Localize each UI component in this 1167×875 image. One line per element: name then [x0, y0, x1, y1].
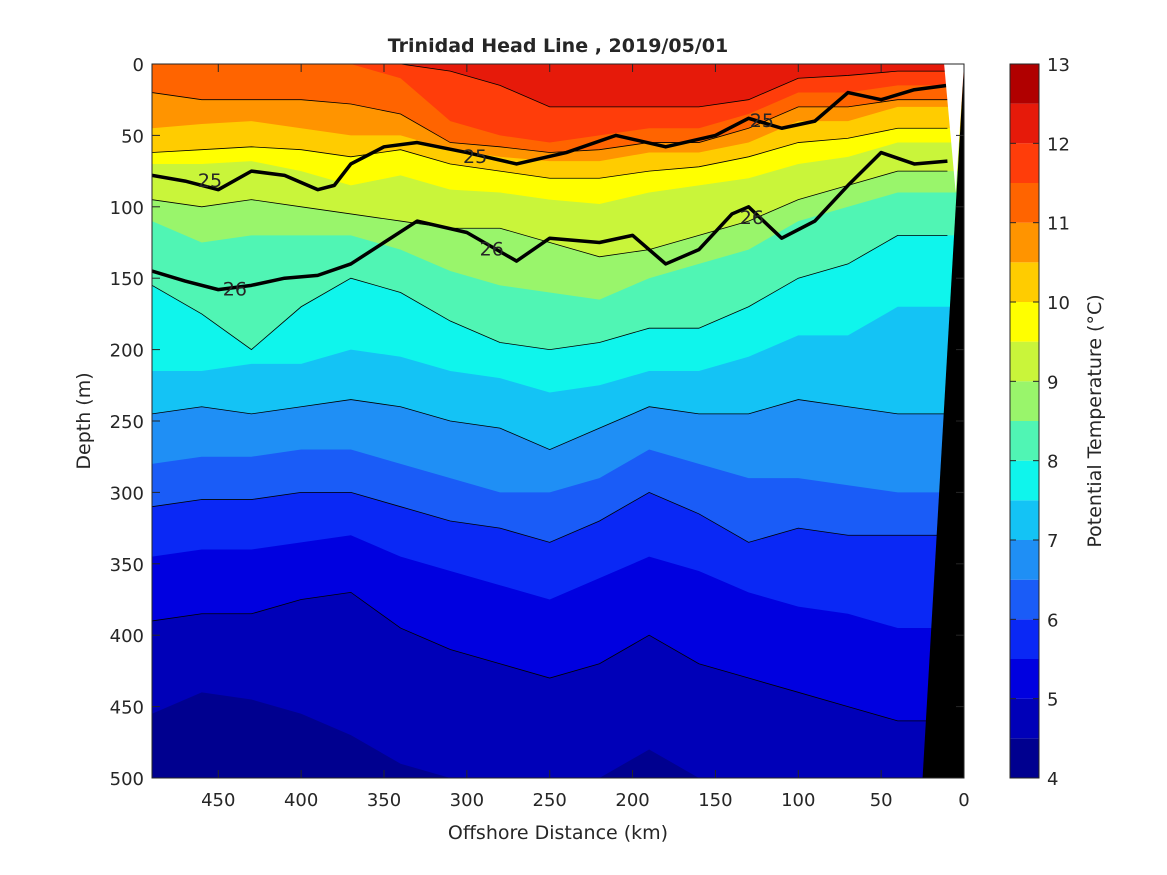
contour-label: 26 [480, 239, 504, 261]
isotherm-line [152, 64, 948, 108]
colorbar-segment [1010, 222, 1039, 263]
colorbar-segment [1010, 540, 1039, 580]
y-tick-label: 50 [121, 126, 144, 147]
sigma-contour-26 [152, 150, 948, 292]
temperature-band [152, 64, 964, 107]
isotherm-line [152, 92, 948, 153]
y-tick-label: 100 [110, 198, 144, 219]
colorbar-segment [1010, 341, 1039, 382]
x-tick-label: 50 [870, 790, 893, 811]
shore-gap [944, 64, 964, 193]
sigma-contour-25 [152, 83, 948, 192]
colorbar-segment [1010, 103, 1039, 144]
x-axis-label: Offshore Distance (km) [448, 822, 668, 844]
colorbar-tick-label: 9 [1047, 372, 1058, 393]
colorbar-segment [1010, 183, 1039, 223]
temperature-bands [152, 64, 964, 778]
isotherm-line [152, 491, 948, 543]
colorbar-segment [1010, 143, 1039, 183]
colorbar-tick-label: 7 [1047, 531, 1058, 552]
colorbar-label: Potential Temperature (°C) [1084, 294, 1106, 547]
colorbar-segment [1010, 460, 1039, 501]
y-tick-label: 150 [110, 269, 144, 290]
isotherm-line [152, 170, 948, 258]
y-tick-label: 0 [133, 55, 144, 76]
chart-title: Trinidad Head Line , 2019/05/01 [388, 35, 728, 57]
x-tick-label: 200 [615, 790, 649, 811]
contour-label: 26 [740, 207, 764, 229]
x-tick-label: 400 [284, 790, 318, 811]
colorbar-frame [1009, 63, 1040, 779]
y-tick-label: 350 [110, 555, 144, 576]
colorbar-segment [1010, 381, 1039, 421]
colorbar-tick-label: 10 [1047, 293, 1070, 314]
contour-label: 26 [223, 279, 247, 301]
colorbar: 4 5 6 7 8 9 10 11 12 13 [1009, 55, 1070, 790]
colorbar-tick-label: 12 [1047, 134, 1070, 155]
colorbar-segment [1010, 302, 1039, 342]
colorbar-segment [1010, 262, 1039, 302]
colorbar-segment [1010, 738, 1039, 778]
colorbar-tick-label: 13 [1047, 55, 1070, 76]
bottom-topography [922, 64, 964, 778]
isotherm-line [152, 399, 948, 450]
contour-label: 25 [463, 146, 487, 168]
x-tick-label: 350 [367, 790, 401, 811]
colorbar-segment [1010, 659, 1039, 699]
colorbar-tick-label: 8 [1047, 452, 1058, 473]
colorbar-segment [1010, 579, 1039, 620]
x-tick-label: 150 [698, 790, 732, 811]
contour-labels: 25 25 25 26 26 26 [198, 110, 774, 301]
y-axis: 0 50 100 150 200 250 300 350 400 450 500 [110, 55, 964, 790]
y-axis-label: Depth (m) [73, 372, 95, 469]
y-tick-label: 250 [110, 412, 144, 433]
colorbar-tick-label: 5 [1047, 690, 1058, 711]
colorbar-segment [1010, 421, 1039, 461]
colorbar-segment [1010, 500, 1039, 540]
colorbar-tick-label: 4 [1047, 769, 1058, 790]
colorbar-tick-label: 6 [1047, 610, 1058, 631]
x-tick-label: 100 [781, 790, 815, 811]
x-axis: 450 400 350 300 250 200 150 100 50 0 [201, 64, 970, 811]
x-tick-label: 300 [450, 790, 484, 811]
y-tick-label: 500 [110, 769, 144, 790]
isotherm-line [152, 127, 948, 179]
seafloor [922, 64, 964, 778]
isotherm-line [152, 234, 948, 351]
contour-label: 25 [750, 110, 774, 132]
colorbar-segment [1010, 619, 1039, 659]
y-tick-label: 300 [110, 483, 144, 504]
sigma-contours [152, 83, 948, 292]
colorbar-segment [1010, 698, 1039, 739]
colorbar-tick-label: 11 [1047, 214, 1070, 235]
contour-label: 25 [198, 170, 222, 192]
x-tick-label: 450 [201, 790, 235, 811]
y-tick-label: 450 [110, 698, 144, 719]
x-tick-label: 0 [958, 790, 969, 811]
y-tick-label: 200 [110, 341, 144, 362]
x-tick-label: 250 [533, 790, 567, 811]
isotherm-lines [152, 64, 948, 722]
colorbar-segment [1010, 64, 1039, 104]
y-tick-label: 400 [110, 626, 144, 647]
isotherm-line [152, 591, 948, 722]
